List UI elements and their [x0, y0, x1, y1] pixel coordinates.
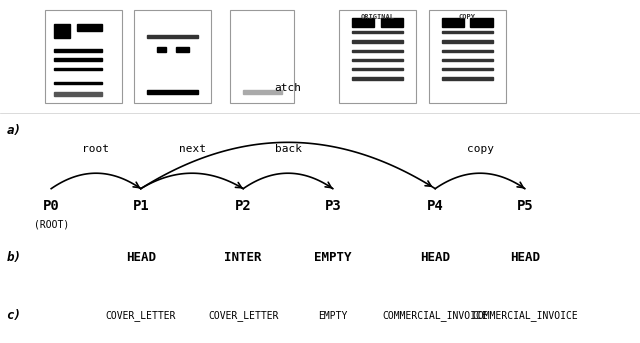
- Text: COVER_LETTER: COVER_LETTER: [106, 310, 176, 321]
- Bar: [442, 59, 493, 61]
- Bar: [147, 90, 198, 94]
- Text: P0: P0: [43, 199, 60, 213]
- Bar: [470, 19, 493, 27]
- Text: INTER: INTER: [225, 251, 262, 264]
- Bar: [54, 92, 102, 96]
- Bar: [442, 49, 493, 52]
- Bar: [352, 49, 403, 52]
- Bar: [352, 59, 403, 61]
- Text: root: root: [83, 144, 109, 154]
- Bar: [54, 49, 102, 52]
- Text: ORIGINAL: ORIGINAL: [360, 14, 395, 20]
- FancyBboxPatch shape: [134, 10, 211, 103]
- Text: c): c): [6, 309, 21, 322]
- Bar: [176, 47, 189, 52]
- Bar: [442, 40, 493, 43]
- Bar: [442, 19, 464, 27]
- FancyBboxPatch shape: [45, 10, 122, 103]
- FancyBboxPatch shape: [429, 10, 506, 103]
- Text: back: back: [275, 144, 301, 154]
- Text: HEAD: HEAD: [126, 251, 156, 264]
- Text: (ROOT): (ROOT): [33, 220, 69, 229]
- Bar: [77, 24, 102, 31]
- Text: P1: P1: [132, 199, 149, 213]
- Bar: [147, 35, 198, 38]
- Bar: [352, 68, 403, 70]
- Text: EMPTY: EMPTY: [318, 310, 348, 321]
- FancyBboxPatch shape: [230, 10, 294, 103]
- Bar: [352, 19, 374, 27]
- Bar: [442, 78, 493, 80]
- Bar: [54, 24, 70, 38]
- Text: atch: atch: [275, 83, 301, 93]
- Bar: [352, 31, 403, 34]
- Text: COMMERCIAL_INVOICE: COMMERCIAL_INVOICE: [382, 310, 488, 321]
- Bar: [157, 47, 166, 52]
- Bar: [54, 68, 102, 70]
- Bar: [442, 31, 493, 34]
- Text: EMPTY: EMPTY: [314, 251, 351, 264]
- Text: COPY: COPY: [459, 14, 476, 20]
- Bar: [54, 82, 102, 84]
- Text: copy: copy: [467, 144, 493, 154]
- Bar: [442, 68, 493, 70]
- Text: COMMERCIAL_INVOICE: COMMERCIAL_INVOICE: [472, 310, 578, 321]
- Text: P5: P5: [516, 199, 533, 213]
- Text: P4: P4: [427, 199, 444, 213]
- Bar: [54, 58, 102, 61]
- Bar: [243, 90, 282, 94]
- Bar: [352, 40, 403, 43]
- Bar: [352, 78, 403, 80]
- FancyBboxPatch shape: [339, 10, 416, 103]
- Text: a): a): [6, 124, 21, 137]
- Text: HEAD: HEAD: [510, 251, 540, 264]
- Text: P3: P3: [324, 199, 341, 213]
- Text: P2: P2: [235, 199, 252, 213]
- Text: b): b): [6, 251, 21, 264]
- Text: HEAD: HEAD: [420, 251, 450, 264]
- Text: COVER_LETTER: COVER_LETTER: [208, 310, 278, 321]
- Text: next: next: [179, 144, 205, 154]
- Bar: [381, 19, 403, 27]
